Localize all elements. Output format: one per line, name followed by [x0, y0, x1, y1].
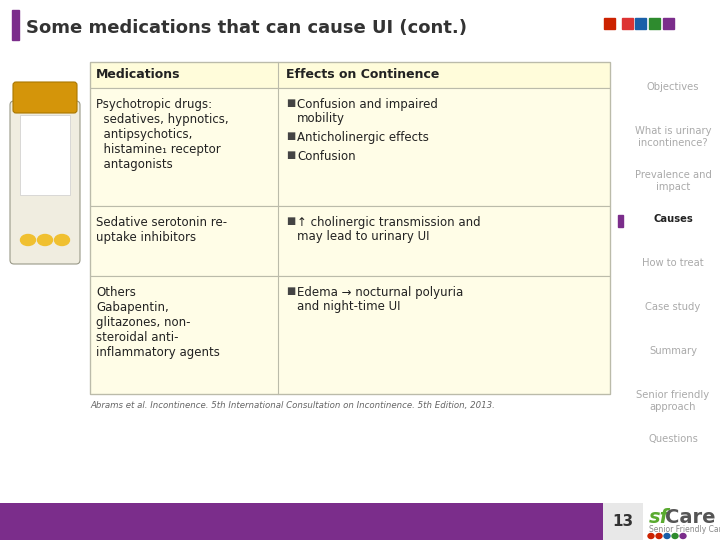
Text: Anticholinergic effects: Anticholinergic effects [297, 131, 429, 144]
Text: How to treat: How to treat [642, 258, 704, 268]
Text: Senior Friendly Care: Senior Friendly Care [649, 525, 720, 534]
Text: What is urinary
incontinence?: What is urinary incontinence? [635, 126, 711, 147]
Text: Effects on Continence: Effects on Continence [286, 69, 439, 82]
Text: ■: ■ [286, 150, 295, 160]
Bar [618, 215, 623, 227]
Bar [90, 88, 610, 206]
Text: uptake inhibitors: uptake inhibitors [96, 231, 196, 244]
FancyBboxPatch shape [10, 101, 80, 264]
Text: antipsychotics,: antipsychotics, [96, 128, 192, 141]
Text: ■: ■ [286, 216, 295, 226]
Bar [90, 276, 610, 394]
Text: and night-time UI: and night-time UI [297, 300, 400, 313]
Text: Objectives: Objectives [647, 82, 699, 92]
Text: ↑ cholinergic transmission and: ↑ cholinergic transmission and [297, 216, 481, 229]
Bar [20, 115, 70, 195]
Text: may lead to urinary UI: may lead to urinary UI [297, 230, 430, 243]
Text: ■: ■ [286, 286, 295, 296]
Bar [90, 206, 610, 276]
Text: Medications: Medications [96, 69, 181, 82]
Text: histamine₁ receptor: histamine₁ receptor [96, 143, 221, 156]
Text: ■: ■ [286, 131, 295, 141]
Bar [604, 18, 615, 29]
Text: Care: Care [665, 508, 716, 527]
Ellipse shape [680, 534, 686, 538]
Text: Psychotropic drugs:: Psychotropic drugs: [96, 98, 212, 111]
Text: Some medications that can cause UI (cont.): Some medications that can cause UI (cont… [26, 19, 467, 37]
Bar [12, 10, 19, 40]
Bar [90, 62, 610, 394]
Text: sedatives, hypnotics,: sedatives, hypnotics, [96, 113, 229, 126]
Text: inflammatory agents: inflammatory agents [96, 346, 220, 359]
Text: sf: sf [649, 508, 669, 527]
Text: Sedative serotonin re-: Sedative serotonin re- [96, 216, 227, 229]
Text: Confusion: Confusion [297, 150, 356, 163]
Bar [649, 18, 660, 29]
Text: Prevalence and
impact: Prevalence and impact [634, 170, 711, 192]
Text: Others: Others [96, 286, 136, 299]
Text: Gabapentin,: Gabapentin, [96, 301, 168, 314]
Text: Causes: Causes [653, 214, 693, 224]
Ellipse shape [55, 234, 70, 246]
Text: Senior friendly
approach: Senior friendly approach [636, 390, 710, 411]
Ellipse shape [37, 234, 53, 246]
Text: antagonists: antagonists [96, 158, 173, 171]
Bar [643, 501, 720, 540]
Bar [622, 18, 633, 29]
Ellipse shape [672, 534, 678, 538]
Bar [0, 503, 620, 540]
Text: Questions: Questions [648, 434, 698, 444]
Text: Abrams et al. Incontinence. 5th International Consultation on Incontinence. 5th : Abrams et al. Incontinence. 5th Internat… [90, 401, 495, 410]
Text: Summary: Summary [649, 346, 697, 356]
Text: 13: 13 [613, 514, 634, 529]
Ellipse shape [664, 534, 670, 538]
Text: mobility: mobility [297, 112, 345, 125]
Text: steroidal anti-: steroidal anti- [96, 331, 179, 344]
Text: Case study: Case study [645, 302, 701, 312]
Text: ■: ■ [286, 98, 295, 108]
Text: glitazones, non-: glitazones, non- [96, 316, 191, 329]
Bar [603, 503, 643, 540]
Text: Edema → nocturnal polyuria: Edema → nocturnal polyuria [297, 286, 463, 299]
Bar [635, 18, 646, 29]
Bar [90, 62, 610, 88]
FancyBboxPatch shape [13, 82, 77, 113]
Bar [663, 18, 674, 29]
Text: Confusion and impaired: Confusion and impaired [297, 98, 438, 111]
Ellipse shape [656, 534, 662, 538]
Ellipse shape [648, 534, 654, 538]
Ellipse shape [20, 234, 35, 246]
